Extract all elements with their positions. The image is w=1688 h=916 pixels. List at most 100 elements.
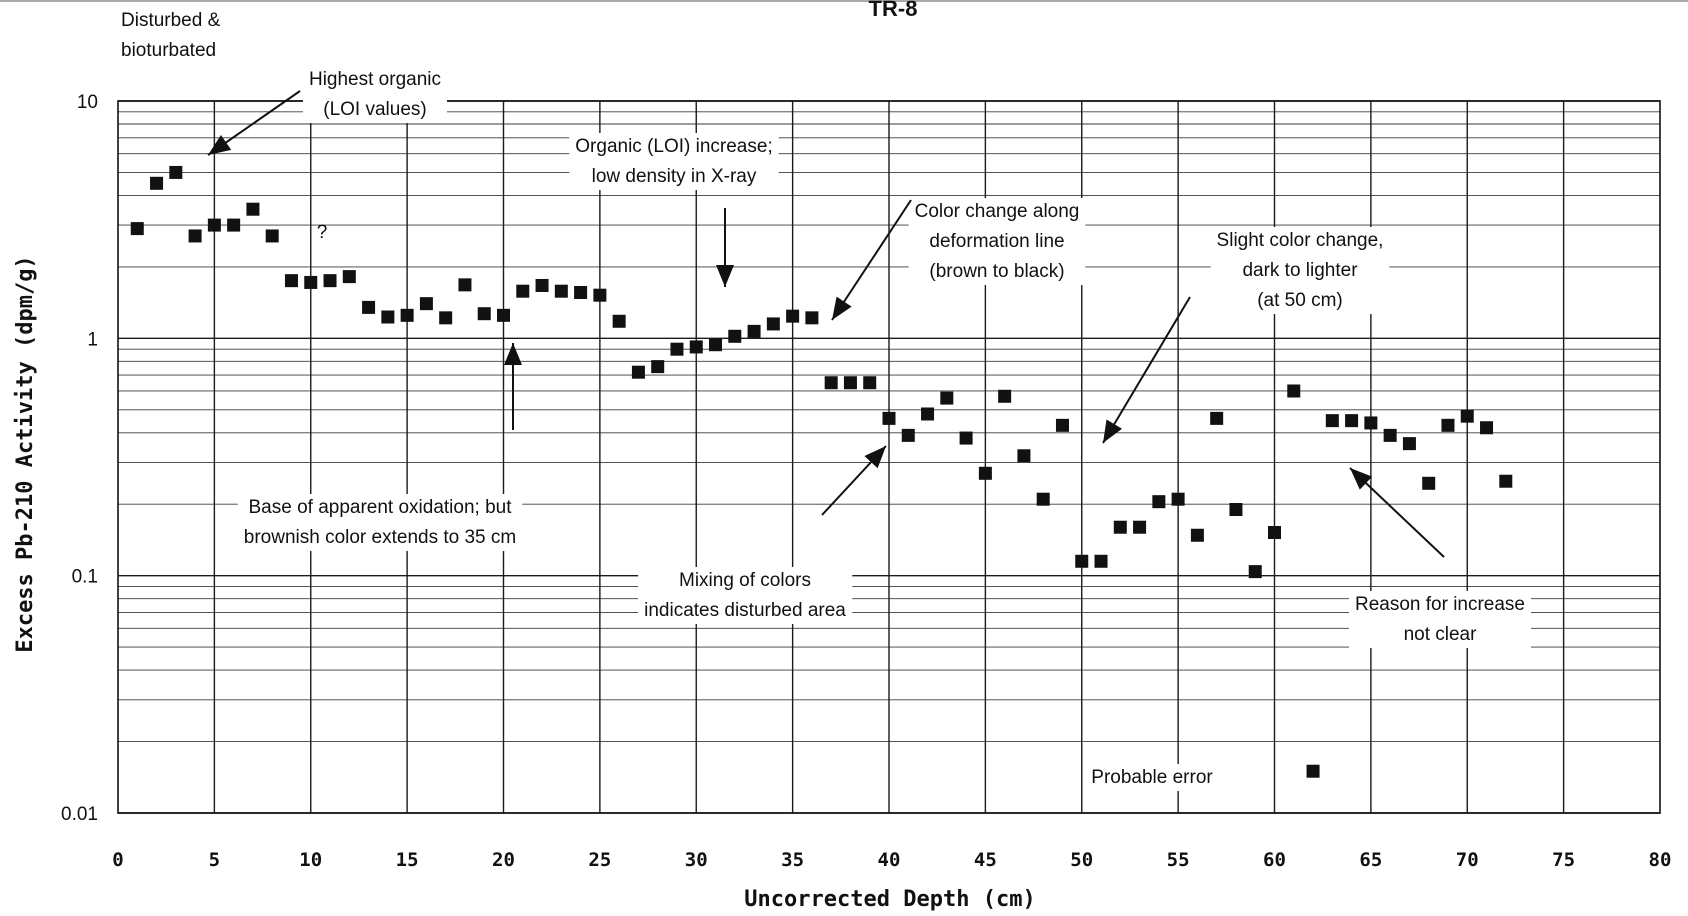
annotation-line: Probable error [1091,767,1213,788]
annotation-line: indicates disturbed area [644,600,846,621]
data-point [1152,495,1166,509]
data-point [882,411,896,425]
data-point [1364,416,1378,430]
arrow-head [716,265,734,287]
data-point [207,218,221,232]
data-point [728,329,742,343]
x-tick-label: 75 [1552,849,1575,871]
data-point [535,278,549,292]
data-point [1229,503,1243,517]
annotation-line: deformation line [929,231,1064,252]
data-point [419,297,433,311]
annotation-line: not clear [1404,624,1478,645]
annotation-arrow [831,199,912,321]
data-point [400,308,414,322]
data-point [709,338,723,352]
y-axis-label: Excess Pb-210 Activity (dpm/g) [13,255,38,652]
annotation-line: ? [317,222,328,243]
data-point [1460,409,1474,423]
data-point [1055,418,1069,432]
x-tick-label: 80 [1649,849,1672,871]
data-point [766,317,780,331]
y-tick-label: 1 [87,329,98,350]
data-point [670,342,684,356]
annotation-line: (LOI values) [323,99,426,120]
x-tick-label: 55 [1167,849,1190,871]
arrow-head [1350,468,1373,490]
data-point [998,389,1012,403]
data-point [901,428,915,442]
data-point [1499,474,1513,488]
x-tick-label: 35 [781,849,804,871]
annotation: Highest organic (LOI values) [302,66,448,123]
annotation-line: Slight color change, [1217,230,1384,251]
annotation: Disturbed & bioturbated [121,10,221,61]
data-point [227,218,241,232]
arrow-head [832,296,852,320]
data-point [631,365,645,379]
annotation: Organic (LOI) increase; low density in X-… [569,133,779,190]
annotation-line: Disturbed & [121,10,221,31]
data-point [304,275,318,289]
annotation-arrow [504,343,522,430]
x-tick-labels: 0 5 10 15 20 25 30 35 40 45 50 55 60 65 70 75 80 [112,849,1671,871]
x-tick-label: 5 [209,849,220,871]
data-point [342,270,356,284]
annotation-background [1085,764,1220,791]
y-tick-label: 0.01 [61,804,98,825]
data-point [747,324,761,338]
data-point [554,284,568,298]
plot-frame [117,100,1661,814]
data-point [612,314,626,328]
chart-title: TR-8 [869,0,918,21]
data-point [1210,411,1224,425]
data-point [1094,554,1108,568]
data-point [574,285,588,299]
data-point [1306,764,1320,778]
x-tick-label: 40 [878,849,901,871]
data-point [516,284,530,298]
annotation-line: Base of apparent oxidation; but [248,497,512,518]
x-tick-label: 10 [299,849,322,871]
data-point [169,165,183,179]
annotation: Reason for increase not clear [1348,591,1532,648]
data-point [1133,520,1147,534]
annotation-line: Color change along [915,201,1080,222]
data-point [959,431,973,445]
annotation-arrow [821,445,887,516]
data-point [940,391,954,405]
data-points [130,165,1513,778]
data-point [458,278,472,292]
annotation: Slight color change, dark to lighter (at 5… [1210,227,1390,314]
annotation-background [1210,227,1390,314]
data-point [381,310,395,324]
data-point [1287,384,1301,398]
data-point [1422,476,1436,490]
data-point [130,222,144,236]
annotation-background [908,198,1086,285]
arrow-shaft [831,199,912,321]
arrow-shaft [1102,296,1191,444]
grid [117,100,1661,814]
data-point [863,376,877,390]
data-point [1017,449,1031,463]
data-point [1325,414,1339,428]
data-point [1345,414,1359,428]
data-point [1268,526,1281,540]
x-tick-label: 45 [974,849,997,871]
data-point [593,288,607,302]
annotation-line: bioturbated [121,40,216,61]
arrow-head [1103,419,1122,443]
x-axis-label: Uncorrected Depth (cm) [744,887,1035,912]
x-tick-label: 60 [1263,849,1286,871]
annotation-arrow [1102,296,1191,444]
arrow-head [864,446,886,469]
data-point [824,376,838,390]
data-point [265,229,279,243]
data-point [978,466,992,480]
x-tick-label: 70 [1456,849,1479,871]
data-point [1480,421,1494,435]
annotations: Disturbed & bioturbated Highest organic (LO… [121,10,1532,791]
x-tick-label: 25 [588,849,611,871]
